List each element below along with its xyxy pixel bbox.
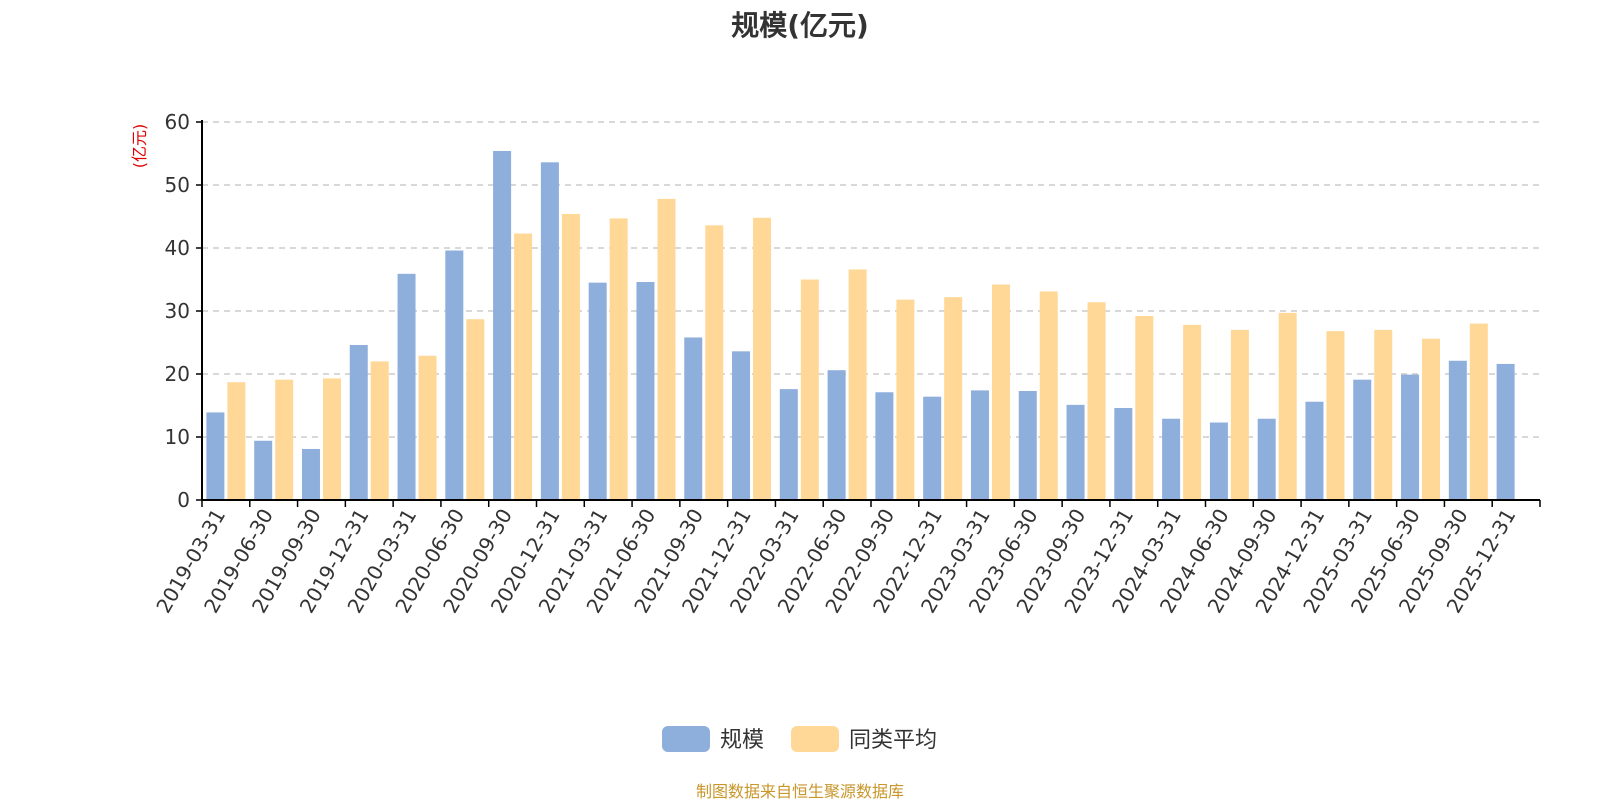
bar-peer-average[interactable] [609, 218, 628, 500]
bar-scale[interactable] [445, 250, 464, 500]
bar-peer-average[interactable] [1183, 324, 1202, 500]
y-tick-label: 60 [165, 110, 190, 134]
bar-scale[interactable] [636, 282, 655, 500]
bar-peer-average[interactable] [1039, 291, 1058, 500]
bar-peer-average[interactable] [991, 284, 1010, 500]
bar-scale[interactable] [1209, 422, 1228, 500]
bar-peer-average[interactable] [370, 361, 389, 500]
bar-scale[interactable] [301, 448, 320, 500]
bar-scale[interactable] [1401, 374, 1420, 500]
bar-scale[interactable] [684, 337, 703, 500]
bar-peer-average[interactable] [800, 279, 819, 501]
bar-scale[interactable] [1018, 391, 1037, 500]
bar-peer-average[interactable] [1422, 338, 1441, 500]
y-tick-label: 0 [177, 488, 190, 512]
bar-peer-average[interactable] [1230, 329, 1249, 500]
bar-peer-average[interactable] [514, 233, 533, 500]
legend-swatch-peer-average[interactable] [791, 726, 839, 752]
data-source-note: 制图数据来自恒生聚源数据库 [695, 782, 904, 801]
y-tick-label: 40 [165, 236, 190, 260]
bar-peer-average[interactable] [1278, 312, 1297, 500]
y-axis-unit-label: (亿元) [130, 124, 149, 169]
legend-label-scale[interactable]: 规模 [720, 728, 764, 753]
bar-peer-average[interactable] [418, 355, 437, 500]
bar-scale[interactable] [588, 282, 607, 500]
bars [206, 150, 1515, 501]
bar-peer-average[interactable] [1326, 331, 1345, 500]
bar-peer-average[interactable] [944, 297, 963, 500]
y-tick-label: 10 [165, 425, 190, 449]
legend[interactable]: 规模 同类平均 [662, 726, 937, 753]
bar-peer-average[interactable] [848, 269, 867, 500]
bar-scale[interactable] [1496, 363, 1515, 500]
bar-scale[interactable] [779, 389, 798, 500]
bar-scale[interactable] [540, 162, 559, 500]
bar-peer-average[interactable] [275, 379, 294, 500]
bar-scale[interactable] [1448, 360, 1467, 500]
bar-scale[interactable] [732, 351, 751, 500]
y-axis-ticks: 0 10 20 30 40 50 60 [165, 110, 202, 512]
legend-label-peer-average[interactable]: 同类平均 [849, 728, 937, 753]
bar-scale[interactable] [349, 345, 368, 500]
bar-peer-average[interactable] [1087, 302, 1106, 500]
bar-scale[interactable] [875, 392, 894, 500]
bar-peer-average[interactable] [1135, 316, 1154, 500]
bar-scale[interactable] [1114, 408, 1133, 500]
bar-scale[interactable] [1305, 401, 1324, 500]
bar-scale[interactable] [827, 370, 846, 500]
bar-peer-average[interactable] [322, 378, 341, 500]
bar-peer-average[interactable] [657, 198, 676, 501]
bar-peer-average[interactable] [227, 382, 246, 500]
bar-peer-average[interactable] [1469, 323, 1488, 500]
y-tick-label: 20 [165, 362, 190, 386]
chart-title: 规模(亿元) [731, 9, 869, 42]
bar-scale[interactable] [206, 412, 225, 500]
legend-swatch-scale[interactable] [662, 726, 710, 752]
bar-scale[interactable] [397, 273, 416, 500]
bar-scale[interactable] [923, 396, 942, 500]
bar-scale[interactable] [1162, 418, 1181, 500]
bar-peer-average[interactable] [896, 299, 915, 500]
bar-peer-average[interactable] [561, 213, 580, 501]
bar-peer-average[interactable] [1374, 329, 1393, 500]
bar-peer-average[interactable] [705, 225, 724, 500]
bar-peer-average[interactable] [753, 217, 772, 500]
x-axis-ticks: 2019-03-312019-06-302019-09-302019-12-31… [151, 500, 1541, 617]
bar-peer-average[interactable] [466, 319, 485, 500]
bar-scale[interactable] [254, 440, 273, 500]
bar-scale[interactable] [1257, 418, 1276, 500]
bar-scale[interactable] [970, 390, 989, 500]
bar-scale[interactable] [493, 150, 512, 501]
y-tick-label: 50 [165, 173, 190, 197]
y-tick-label: 30 [165, 299, 190, 323]
bar-scale[interactable] [1353, 379, 1372, 500]
bar-scale[interactable] [1066, 404, 1085, 500]
